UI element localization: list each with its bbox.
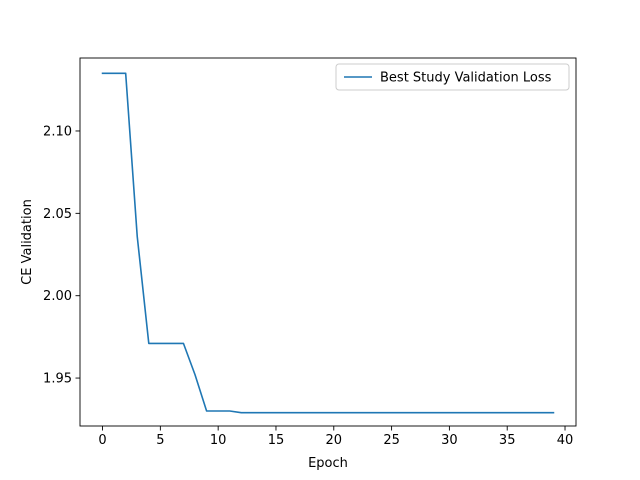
x-axis-label: Epoch — [308, 456, 348, 471]
y-axis-label: CE Validation — [20, 199, 35, 285]
y-tick-label: 2.00 — [43, 289, 72, 304]
series-line-0 — [101, 72, 555, 414]
x-tick-label: 35 — [499, 433, 516, 448]
legend: Best Study Validation Loss — [335, 63, 570, 91]
x-tick-label: 30 — [441, 433, 458, 448]
x-tick-label: 0 — [98, 433, 106, 448]
y-tick-label: 1.95 — [43, 372, 72, 387]
x-tick-label: 40 — [557, 433, 574, 448]
legend-box — [335, 63, 570, 91]
x-tick-label: 5 — [156, 433, 164, 448]
x-tick-label: 15 — [268, 433, 285, 448]
x-tick-label: 25 — [383, 433, 400, 448]
legend-label-0: Best Study Validation Loss — [380, 71, 552, 86]
y-tick-label: 2.10 — [43, 124, 72, 139]
x-tick-label: 10 — [210, 433, 227, 448]
y-tick-label: 2.05 — [43, 207, 72, 222]
x-tick-label: 20 — [326, 433, 343, 448]
axes-frame — [79, 57, 577, 427]
